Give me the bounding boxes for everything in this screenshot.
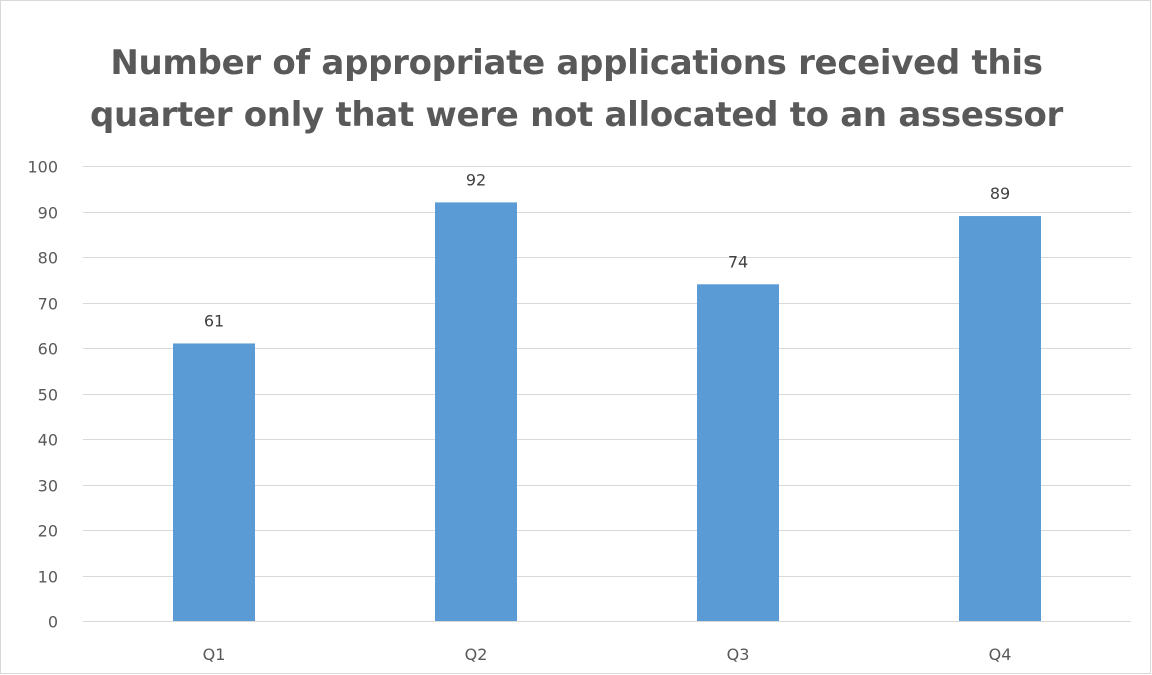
y-tick-label-60: 60: [38, 340, 58, 359]
data-label-q4: 89: [990, 184, 1010, 203]
y-tick-label-30: 30: [38, 477, 58, 496]
y-tick-label-10: 10: [38, 568, 58, 587]
bars: [173, 202, 1041, 622]
chart-title-line-2: quarter only that were not allocated to …: [89, 95, 1064, 135]
y-tick-label-80: 80: [38, 249, 58, 268]
x-tick-label-q1: Q1: [203, 645, 226, 664]
y-tick-label-100: 100: [27, 158, 58, 177]
gridlines: [83, 166, 1131, 622]
bar-q3: [697, 284, 779, 621]
x-axis-tick-labels: Q1 Q2 Q3 Q4: [203, 645, 1012, 664]
y-axis-tick-labels: 0 10 20 30 40 50 60 70 80 90 100: [27, 158, 58, 632]
bar-q2: [435, 202, 517, 621]
y-tick-label-50: 50: [38, 386, 58, 405]
data-label-q3: 74: [728, 252, 748, 271]
y-tick-label-20: 20: [38, 522, 58, 541]
data-label-q1: 61: [204, 311, 224, 330]
data-label-q2: 92: [466, 170, 486, 189]
y-tick-label-90: 90: [38, 204, 58, 223]
x-tick-label-q2: Q2: [465, 645, 488, 664]
bar-q4: [959, 216, 1041, 622]
chart-title-line-1: Number of appropriate applications recei…: [110, 43, 1043, 83]
y-tick-label-40: 40: [38, 431, 58, 450]
x-tick-label-q4: Q4: [989, 645, 1012, 664]
y-tick-label-70: 70: [38, 295, 58, 314]
bar-q1: [173, 343, 255, 621]
x-tick-label-q3: Q3: [727, 645, 750, 664]
chart-title: Number of appropriate applications recei…: [1, 37, 1152, 141]
data-labels: 61 92 74 89: [204, 170, 1010, 330]
y-tick-label-0: 0: [48, 613, 58, 632]
